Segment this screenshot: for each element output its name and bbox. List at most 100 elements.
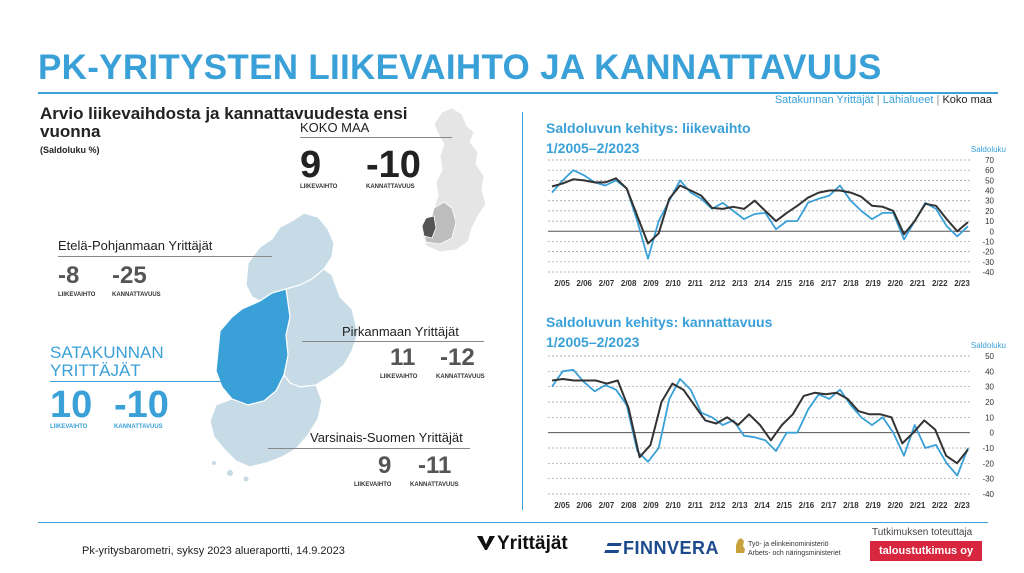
koko-maa-title: KOKO MAA: [300, 120, 370, 135]
etela-pohjanmaa-liikevaihto-label: LIIKEVAIHTO: [58, 292, 96, 298]
x-tick-label: 2/22: [932, 501, 948, 510]
estimate-subtitle: Arvio liikevaihdosta ja kannattavuudesta…: [40, 104, 408, 141]
y-tick-label: 50: [985, 176, 994, 185]
y-tick-label: -10: [982, 237, 994, 246]
y-tick-label: -30: [982, 475, 994, 484]
finnvera-logo-mark-icon: [604, 543, 622, 553]
x-tick-label: 2/15: [776, 279, 792, 288]
varsinais-suomi-shape: [209, 373, 323, 468]
series-line-1: [551, 177, 969, 245]
etela-pohjanmaa-liikevaihto-value: -8: [58, 262, 80, 289]
filter-satakunta[interactable]: Satakunnan Yrittäjät: [774, 94, 874, 106]
footer-source: Pk-yritysbarometri, syksy 2023 aluerapor…: [82, 545, 345, 557]
satakunta-liikevaihto-label: LIIKEVAIHTO: [50, 424, 88, 430]
chart1-title-line2: 1/2005–2/2023: [546, 140, 640, 156]
satakunta-shape: [215, 288, 291, 406]
varsinais-suomi-kannattavuus-value: -11: [418, 452, 452, 479]
x-tick-label: 2/23: [954, 279, 970, 288]
finnvera-logo: FINNVERA: [604, 538, 720, 559]
taloustutkimus-caption: Tutkimuksen toteuttaja: [872, 527, 973, 538]
x-tick-label: 2/07: [599, 501, 615, 510]
panel-divider: [522, 112, 523, 510]
y-tick-label: 30: [985, 197, 994, 206]
y-tick-label: -20: [982, 459, 994, 468]
etela-pohjanmaa-kannattavuus-value: -25: [112, 262, 147, 289]
x-tick-label: 2/21: [910, 279, 926, 288]
y-tick-label: 10: [985, 413, 994, 422]
x-tick-label: 2/19: [865, 501, 881, 510]
series-line-0: [551, 368, 969, 477]
y-tick-label: 10: [985, 217, 994, 226]
y-tick-label: 50: [985, 352, 994, 361]
footer-divider: [38, 522, 988, 523]
x-tick-label: 2/15: [776, 501, 792, 510]
x-tick-label: 2/21: [910, 501, 926, 510]
filter-lahialueet[interactable]: Lähialueet: [882, 94, 934, 106]
satakunta-title-line1: SATAKUNNAN: [50, 343, 164, 362]
y-tick-label: -40: [982, 490, 994, 499]
satakunta-liikevaihto-value: 10: [50, 384, 93, 426]
varsinais-suomi-liikevaihto-value: 9: [378, 452, 392, 479]
x-tick-label: 2/10: [665, 279, 681, 288]
y-tick-label: 20: [985, 207, 994, 216]
filter-separator: |: [876, 94, 883, 106]
x-tick-label: 2/08: [621, 279, 637, 288]
ministry-lion-icon: [734, 537, 746, 555]
y-tick-label: -10: [982, 444, 994, 453]
varsinais-suomi-kannattavuus-label: KANNATTAVUUS: [410, 482, 459, 488]
x-tick-label: 2/06: [576, 279, 592, 288]
ministry-logo: Työ- ja elinkeinoministeriö Arbets- och …: [748, 540, 858, 558]
x-tick-label: 2/06: [576, 501, 592, 510]
y-tick-label: 0: [990, 429, 995, 438]
y-tick-label: -30: [982, 258, 994, 267]
x-tick-label: 2/19: [865, 279, 881, 288]
chart2-title-line2: 1/2005–2/2023: [546, 334, 640, 350]
y-tick-label: 30: [985, 383, 994, 392]
x-tick-label: 2/05: [554, 279, 570, 288]
x-tick-label: 2/12: [710, 279, 726, 288]
y-tick-label: 40: [985, 187, 994, 196]
y-tick-label: 0: [990, 227, 995, 236]
series-line-1: [551, 378, 969, 465]
varsinais-suomi-leader: [268, 448, 470, 449]
page-title: PK-YRITYSTEN LIIKEVAIHTO JA KANNATTAVUUS: [38, 48, 882, 87]
region-filter-bar: Satakunnan Yrittäjät | Lähialueet | Koko…: [775, 94, 992, 106]
x-tick-label: 2/23: [954, 501, 970, 510]
pirkanmaa-title: Pirkanmaan Yrittäjät: [342, 324, 459, 339]
y-tick-label: 40: [985, 367, 994, 376]
pirkanmaa-kannattavuus-label: KANNATTAVUUS: [436, 374, 485, 380]
x-tick-label: 2/22: [932, 279, 948, 288]
pirkanmaa-liikevaihto-label: LIIKEVAIHTO: [380, 374, 418, 380]
pirkanmaa-liikevaihto-value: 11: [390, 344, 416, 371]
pirkanmaa-leader: [302, 341, 484, 342]
x-tick-label: 2/18: [843, 501, 859, 510]
x-tick-label: 2/11: [688, 501, 704, 510]
koko-maa-liikevaihto-value: 9: [300, 144, 322, 186]
koko-maa-liikevaihto-label: LIIKEVAIHTO: [300, 184, 338, 190]
y-axis-label: Saldoluku: [971, 145, 1006, 154]
x-tick-label: 2/18: [843, 279, 859, 288]
title-divider: [38, 92, 998, 94]
x-tick-label: 2/05: [554, 501, 570, 510]
x-tick-label: 2/09: [643, 279, 659, 288]
varsinais-suomi-title: Varsinais-Suomen Yrittäjät: [310, 430, 463, 445]
x-tick-label: 2/17: [821, 279, 837, 288]
finland-map: [421, 107, 487, 253]
chart1-title: Saldoluvun kehitys: liikevaihto 1/2005–2…: [546, 118, 751, 158]
chart2-title: Saldoluvun kehitys: kannattavuus 1/2005–…: [546, 312, 772, 352]
filter-separator: |: [936, 94, 943, 106]
region-map: [209, 212, 359, 482]
x-tick-label: 2/07: [599, 279, 615, 288]
kannattavuus-chart: Saldoluku 50 40 30 20 10 0 -10 -20 -30 -40 2/05 2/06…: [548, 341, 1006, 510]
y-tick-label: 20: [985, 398, 994, 407]
x-tick-label: 2/08: [621, 501, 637, 510]
x-tick-label: 2/20: [888, 279, 904, 288]
satakunta-kannattavuus-label: KANNATTAVUUS: [114, 424, 163, 430]
yrittajat-logo-mark-icon: [477, 536, 495, 550]
x-tick-label: 2/13: [732, 501, 748, 510]
filter-koko-maa[interactable]: Koko maa: [942, 94, 992, 106]
satakunta-kannattavuus-value: -10: [114, 384, 169, 426]
finnvera-logo-text: FINNVERA: [623, 538, 720, 558]
etela-pohjanmaa-leader: [58, 256, 272, 257]
